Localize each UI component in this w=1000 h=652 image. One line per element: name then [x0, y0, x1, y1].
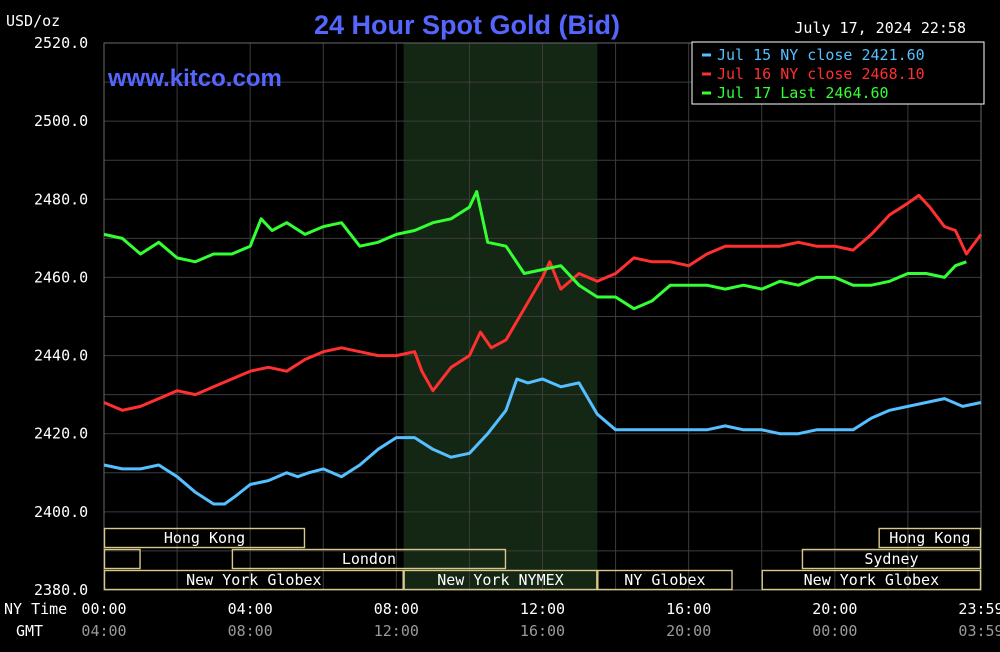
session-label: Hong Kong — [889, 529, 970, 547]
price-series — [103, 190, 983, 506]
x-axis-label-gmt: GMT — [16, 622, 43, 640]
session-box — [878, 527, 982, 549]
session-box — [103, 569, 404, 591]
session-box — [761, 569, 982, 591]
trading-sessions: Hong Kong London New York Globex New York N… — [103, 527, 982, 591]
x-tick-label-ny: 20:00 — [812, 600, 857, 618]
x-tick-label-ny: 16:00 — [666, 600, 711, 618]
session-box — [103, 527, 306, 549]
session-box — [597, 569, 733, 591]
y-tick-label: 2420.0 — [34, 425, 88, 443]
y-axis-unit: USD/oz — [6, 12, 60, 30]
watermark: www.kitco.com — [107, 65, 282, 92]
session-box — [403, 569, 598, 591]
legend-entry: Jul 15 NY close 2421.60 — [717, 46, 925, 64]
session-label: NY Globex — [624, 571, 705, 589]
x-tick-label-gmt: 04:00 — [81, 622, 126, 640]
y-tick-label: 2400.0 — [34, 503, 88, 521]
session-label: New York Globex — [804, 571, 939, 589]
x-tick-label-ny: 00:00 — [81, 600, 126, 618]
legend-entry: Jul 16 NY close 2468.10 — [717, 65, 925, 83]
y-tick-label: 2500.0 — [34, 112, 88, 130]
legend-entry: Jul 17 Last 2464.60 — [717, 84, 889, 102]
session-label: New York NYMEX — [437, 571, 563, 589]
y-tick-label: 2380.0 — [34, 581, 88, 599]
x-tick-label-gmt: 12:00 — [374, 622, 419, 640]
x-tick-label-gmt: 00:00 — [812, 622, 857, 640]
x-axis-label-ny: NY Time — [4, 600, 67, 618]
y-tick-label: 2520.0 — [34, 34, 88, 52]
session-box — [103, 548, 141, 570]
x-tick-label-gmt: 20:00 — [666, 622, 711, 640]
session-label: Hong Kong — [164, 529, 245, 547]
x-tick-label-ny: 23:59 — [958, 600, 1000, 618]
y-tick-label: 2480.0 — [34, 190, 88, 208]
session-label: London — [342, 550, 396, 568]
x-tick-labels: 00:00 04:00 04:00 08:00 08:00 12:00 12:00 16:00… — [81, 600, 1000, 640]
session-label: Sydney — [864, 550, 918, 568]
session-label: New York Globex — [186, 571, 321, 589]
grid-lines — [104, 43, 981, 590]
session-box — [801, 548, 982, 570]
y-tick-label: 2460.0 — [34, 268, 88, 286]
y-tick-labels: 2520.0 2500.0 2480.0 2460.0 2440.0 2420.0 2400… — [34, 34, 88, 599]
session-box — [231, 548, 507, 570]
x-tick-label-gmt: 08:00 — [228, 622, 273, 640]
x-tick-label-gmt: 16:00 — [520, 622, 565, 640]
y-tick-label: 2440.0 — [34, 347, 88, 365]
series-line — [103, 190, 967, 311]
legend-box — [691, 41, 985, 105]
timestamp: July 17, 2024 22:58 — [794, 19, 966, 37]
series-line — [103, 377, 982, 506]
x-tick-label-gmt: 03:59 — [958, 622, 1000, 640]
x-tick-label-ny: 08:00 — [374, 600, 419, 618]
x-tick-label-ny: 04:00 — [228, 600, 273, 618]
x-tick-label-ny: 12:00 — [520, 600, 565, 618]
chart-title: 24 Hour Spot Gold (Bid) — [314, 10, 620, 40]
